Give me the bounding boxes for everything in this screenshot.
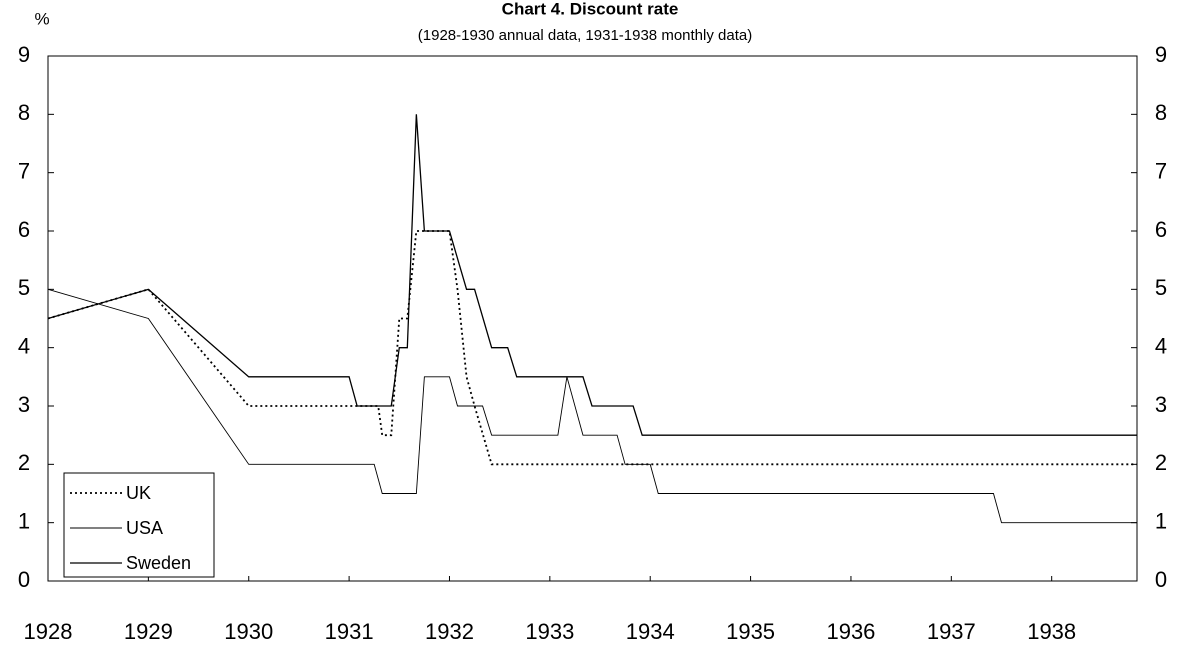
series-line: [47, 114, 1137, 436]
y-axis-label: %: [34, 9, 49, 28]
y2-tick-label: 3: [1155, 392, 1167, 417]
x-tick-label: 1935: [726, 619, 775, 644]
x-tick-label: 1937: [927, 619, 976, 644]
y2-tick-label: 1: [1155, 508, 1167, 533]
x-tick-label: 1933: [525, 619, 574, 644]
legend-box: [63, 472, 215, 578]
y-tick-label: 2: [18, 450, 30, 475]
x-tick-label: 1930: [224, 619, 273, 644]
series-line: [47, 230, 1137, 466]
y-tick-label: 5: [18, 275, 30, 300]
y-tick-label: 8: [18, 100, 30, 125]
y2-tick-label: 2: [1155, 450, 1167, 475]
y-tick-label: 4: [18, 333, 30, 358]
y-tick-label: 0: [18, 567, 30, 592]
chart-title: Chart 4. Discount rate: [502, 0, 679, 18]
y2-tick-label: 9: [1155, 42, 1167, 67]
y-tick-label: 6: [18, 217, 30, 242]
x-tick-label: 1932: [425, 619, 474, 644]
x-tick-label: 1928: [24, 619, 73, 644]
y2-tick-label: 7: [1155, 158, 1167, 183]
y-tick-label: 1: [18, 508, 30, 533]
chart-subtitle: (1928-1930 annual data, 1931-1938 monthl…: [418, 27, 752, 44]
y-tick-label: 3: [18, 392, 30, 417]
x-tick-label: 1938: [1027, 619, 1076, 644]
legend-label: USA: [126, 518, 163, 538]
y2-tick-label: 5: [1155, 275, 1167, 300]
y2-tick-label: 6: [1155, 217, 1167, 242]
y2-tick-label: 0: [1155, 567, 1167, 592]
y-tick-label: 9: [18, 42, 30, 67]
x-tick-label: 1929: [124, 619, 173, 644]
x-tick-label: 1931: [325, 619, 374, 644]
y2-tick-label: 4: [1155, 333, 1167, 358]
x-tick-label: 1936: [826, 619, 875, 644]
legend-label: Sweden: [126, 553, 191, 573]
y-tick-label: 7: [18, 158, 30, 183]
x-tick-label: 1934: [626, 619, 675, 644]
y2-tick-label: 8: [1155, 100, 1167, 125]
legend-label: UK: [126, 483, 151, 503]
series-line: [47, 288, 1137, 524]
